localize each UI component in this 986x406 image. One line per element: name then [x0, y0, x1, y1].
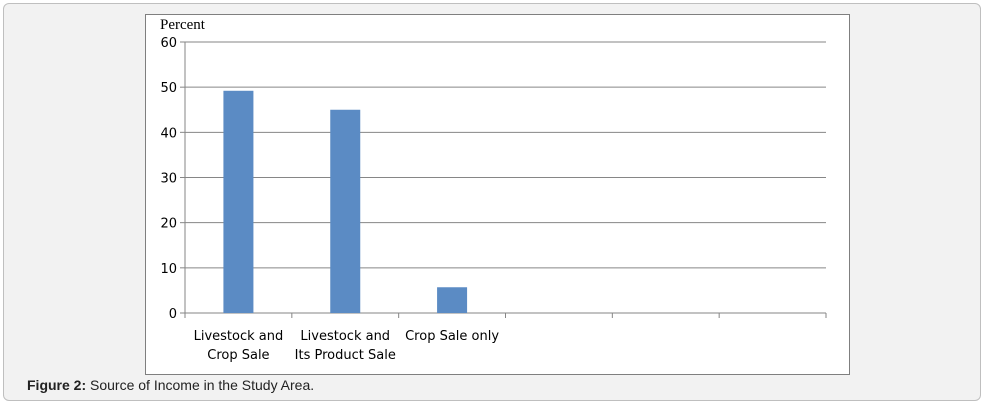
y-tick-label: 0 [169, 307, 177, 322]
bar [330, 109, 361, 313]
y-tick-label: 10 [160, 262, 177, 277]
x-tick-label: Crop Sale only [405, 329, 499, 344]
y-tick-label: 40 [160, 126, 177, 141]
x-axis-labels: Livestock and Crop Sale Livestock and Its P… [194, 329, 500, 363]
y-axis-label: Percent [160, 17, 206, 33]
y-tick-label: 50 [160, 81, 177, 96]
chart-frame [145, 14, 850, 375]
y-tick-label: 20 [160, 217, 177, 232]
x-tick-label: Livestock and [194, 329, 284, 344]
x-axis-ticks [184, 313, 827, 318]
y-tick-label: 60 [160, 36, 177, 51]
figure-caption: Figure 2: Source of Income in the Study … [27, 377, 314, 393]
caption-text: Source of Income in the Study Area. [86, 377, 315, 393]
bars [223, 90, 468, 313]
caption-label: Figure 2: [27, 377, 87, 393]
y-axis-ticks: 0 10 20 30 40 50 60 [160, 36, 185, 322]
bar [437, 287, 468, 313]
x-tick-label: Livestock and [300, 329, 390, 344]
x-tick-label: Its Product Sale [295, 348, 396, 363]
x-tick-label: Crop Sale [207, 348, 269, 363]
y-tick-label: 30 [160, 172, 177, 187]
bar [223, 90, 254, 313]
gridlines [184, 41, 826, 314]
figure-card [3, 3, 981, 401]
